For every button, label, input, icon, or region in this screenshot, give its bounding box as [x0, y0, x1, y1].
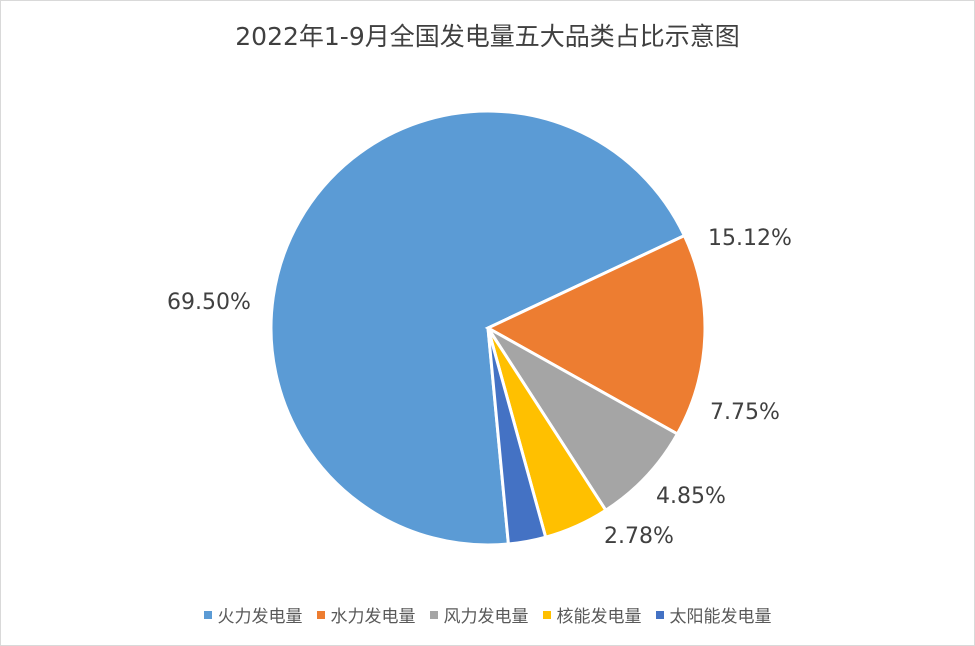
pie-slice [269, 109, 687, 547]
legend-swatch [203, 610, 212, 619]
legend-item: 太阳能发电量 [655, 602, 772, 627]
chart-title: 2022年1-9月全国发电量五大品类占比示意图 [235, 22, 740, 51]
data-label: 4.85% [656, 484, 726, 509]
legend-swatch [655, 610, 664, 619]
legend-label: 核能发电量 [556, 607, 642, 627]
legend-item: 核能发电量 [542, 602, 642, 627]
legend-swatch [429, 610, 438, 619]
data-label: 15.12% [708, 226, 792, 251]
legend-item: 火力发电量 [203, 602, 303, 627]
pie-slice [486, 326, 680, 513]
pie-slice [486, 327, 548, 546]
data-label: 7.75% [710, 400, 780, 425]
legend-swatch [316, 610, 325, 619]
data-label: 69.50% [167, 290, 251, 315]
legend-label: 火力发电量 [217, 607, 303, 627]
pie-slice [484, 233, 707, 437]
legend-item: 水力发电量 [316, 602, 416, 627]
legend-item: 风力发电量 [429, 602, 529, 627]
legend-swatch [542, 610, 551, 619]
legend-label: 风力发电量 [443, 607, 529, 627]
legend-label: 水力发电量 [330, 607, 416, 627]
pie-chart: 69.50% 15.12% 7.75% 4.85% 2.78% [167, 109, 792, 549]
chart-legend: 火力发电量 水力发电量 风力发电量 核能发电量 太阳能发电量 [1, 602, 974, 627]
data-label: 2.78% [604, 524, 674, 549]
legend-label: 太阳能发电量 [669, 607, 772, 627]
